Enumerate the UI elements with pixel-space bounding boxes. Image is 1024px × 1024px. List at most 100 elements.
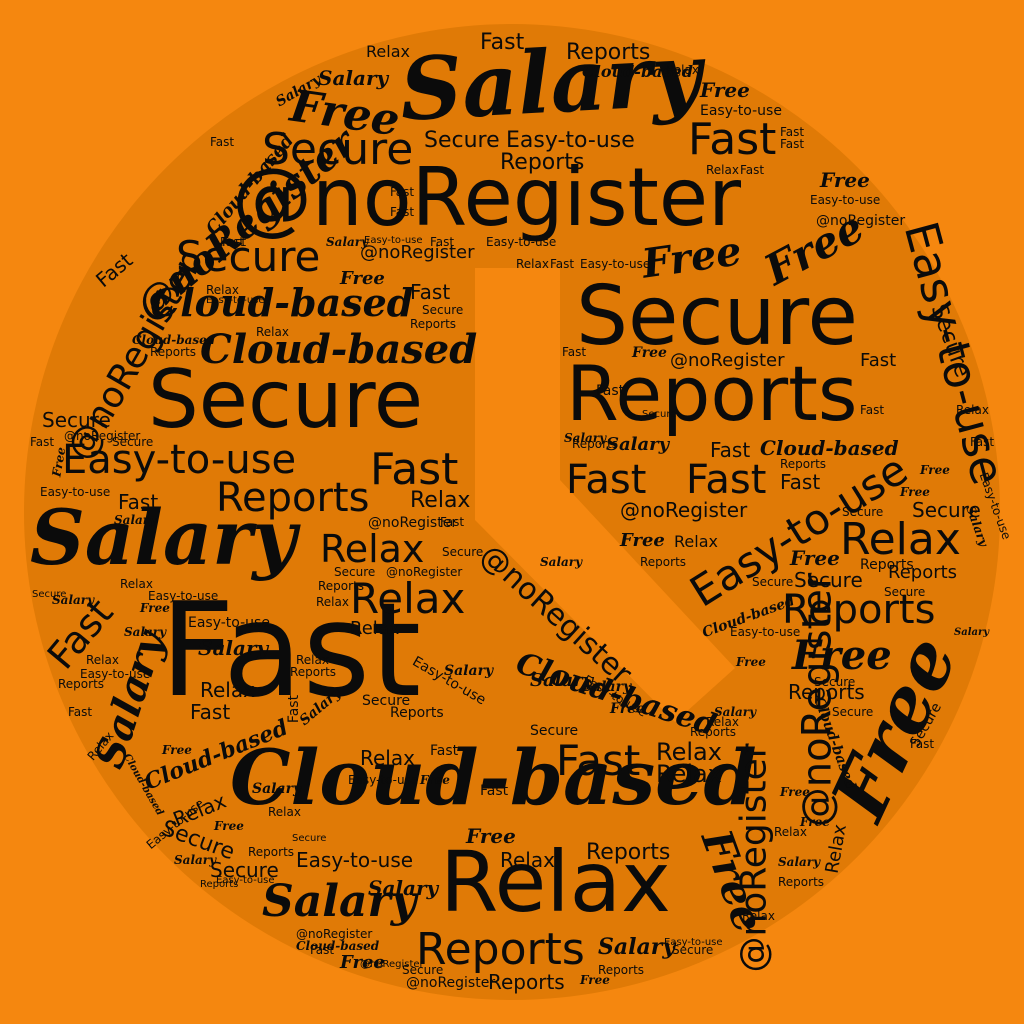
word-noregister: @noRegister — [64, 429, 141, 443]
word-noregister: @noRegister — [816, 213, 906, 229]
word-secure: Secure — [672, 943, 714, 957]
word-free: Free — [900, 485, 930, 499]
word-salary: Salary — [368, 876, 439, 900]
word-fast: Fast — [566, 457, 647, 503]
word-secure: Secure — [912, 498, 981, 522]
word-relax: Relax — [706, 163, 739, 177]
word-easy-to-use: Easy-to-use — [364, 235, 423, 246]
word-cloud-based: Cloud-based — [150, 280, 414, 325]
word-salary: Salary — [124, 625, 167, 639]
word-relax: Relax — [206, 283, 239, 297]
word-noregister: @noRegister — [670, 350, 785, 371]
word-easy-to-use: Easy-to-use — [148, 589, 219, 603]
word-reports: Reports — [390, 705, 444, 721]
word-salary: Salary — [564, 431, 607, 445]
word-reports: Reports — [410, 317, 457, 331]
word-free: Free — [140, 601, 170, 615]
word-reports: Reports — [318, 579, 365, 593]
word-relax: Relax — [268, 805, 301, 819]
word-salary: Salary — [262, 876, 417, 927]
word-secure: Secure — [884, 585, 926, 599]
word-fast: Fast — [68, 705, 93, 719]
word-relax: Relax — [440, 833, 671, 931]
word-cloud-based: Cloud-based — [296, 939, 380, 953]
word-relax: Relax — [256, 325, 289, 339]
word-secure: Secure — [752, 575, 794, 589]
word-reports: Reports — [690, 725, 737, 739]
word-relax: Relax — [500, 848, 555, 872]
word-fast: Fast — [596, 383, 625, 399]
word-easy-to-use: Easy-to-use — [206, 295, 265, 306]
word-reports: Reports — [416, 924, 585, 975]
word-reports: Reports — [888, 562, 958, 583]
word-free: Free — [820, 168, 870, 192]
word-secure: Secure — [210, 858, 279, 882]
word-fast: Fast — [710, 438, 751, 462]
word-fast: Fast — [390, 205, 415, 219]
word-fast: Fast — [780, 137, 805, 151]
word-reports: Reports — [598, 963, 645, 977]
word-fast: Fast — [390, 185, 415, 199]
word-fast: Fast — [160, 574, 422, 726]
word-noregister: @noRegister — [620, 498, 748, 522]
word-free: Free — [780, 785, 810, 799]
word-secure: Secure — [112, 435, 154, 449]
word-relax: Relax — [320, 527, 425, 571]
word-relax: Relax — [656, 738, 722, 766]
word-secure: Secure — [334, 565, 376, 579]
word-relax: Relax — [516, 257, 549, 271]
word-reports: Reports — [216, 475, 370, 521]
word-secure: Secure — [842, 505, 884, 519]
word-fast: Fast — [480, 30, 525, 55]
word-salary: Salary — [540, 555, 583, 569]
word-cloud-based: Cloud-based — [760, 436, 899, 460]
word-free: Free — [162, 743, 192, 757]
word-secure: Secure — [292, 833, 327, 844]
word-fast: Fast — [860, 350, 897, 371]
word-reports: Reports — [778, 875, 825, 889]
word-relax: Relax — [360, 746, 415, 770]
word-free: Free — [340, 952, 385, 973]
word-reports: Reports — [150, 345, 197, 359]
word-fast: Fast — [860, 403, 885, 417]
word-cloud-based: Cloud-based — [200, 326, 478, 373]
word-easy-to-use: Easy-to-use — [664, 937, 723, 948]
word-reports: Reports — [500, 150, 585, 175]
word-fast: Fast — [686, 457, 767, 503]
word-cloud-based: Cloud-based — [132, 333, 216, 347]
word-relax: Relax — [350, 618, 400, 639]
word-fast: Fast — [310, 943, 335, 957]
word-fast: Fast — [910, 737, 935, 751]
word-reports: Reports — [200, 879, 239, 890]
word-secure: Secure — [42, 408, 111, 432]
word-easy-to-use: Easy-to-use — [216, 875, 275, 886]
word-relax: Relax — [316, 595, 349, 609]
word-secure: Secure — [262, 124, 414, 175]
word-secure: Secure — [148, 353, 424, 446]
word-noregister: @noRegister — [406, 975, 496, 991]
word-secure: Secure — [530, 723, 579, 739]
word-reports: Reports — [640, 555, 687, 569]
word-salary: Salary — [530, 670, 594, 691]
word-fast: Fast — [118, 490, 159, 514]
word-salary: Salary — [778, 855, 821, 869]
word-easy-to-use: Easy-to-use — [700, 103, 782, 119]
word-relax: Relax — [656, 760, 722, 788]
word-noregister: @noRegister — [232, 151, 742, 244]
word-salary: Salary — [714, 705, 757, 719]
word-secure: Secure — [642, 409, 677, 420]
word-noregister: @noRegister — [368, 515, 458, 531]
word-relax: Relax — [200, 678, 255, 702]
word-reports: Reports — [58, 677, 105, 691]
word-free: Free — [790, 546, 840, 570]
word-relax: Relax — [350, 574, 466, 623]
word-easy-to-use: Easy-to-use — [188, 615, 270, 631]
word-reports: Reports — [488, 970, 565, 994]
word-reports: Reports — [566, 40, 651, 65]
word-secure: Secure — [424, 128, 500, 153]
word-fast: Fast — [440, 515, 465, 529]
word-salary: Salary — [598, 934, 676, 960]
word-secure: Secure — [32, 589, 67, 600]
clock-hands-wedge — [475, 268, 735, 722]
